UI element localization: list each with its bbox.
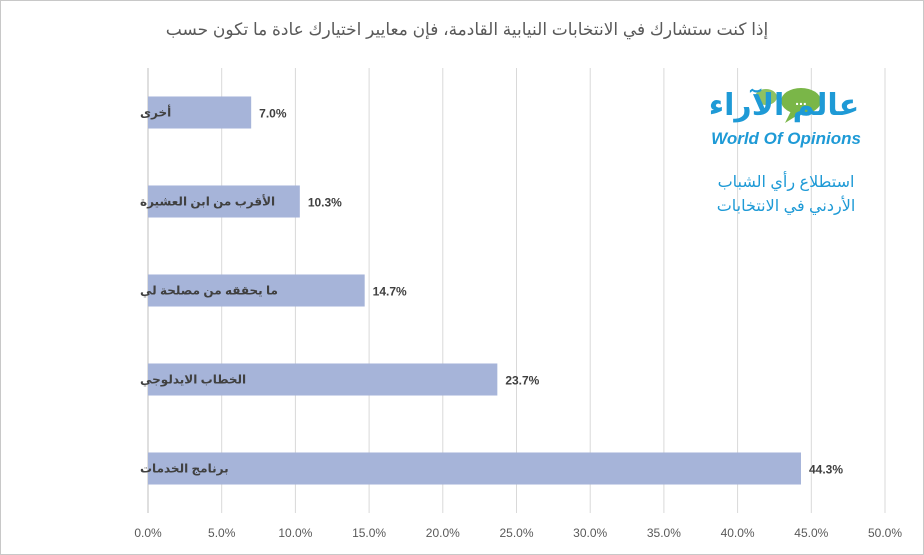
x-tick-label: 0.0% bbox=[134, 526, 162, 540]
label-layer: 0.0% 5.0% 10.0% 15.0% 20.0% 25.0% 30.0% 35.0% 40… bbox=[134, 105, 902, 541]
small-bubble-icon bbox=[755, 89, 777, 105]
x-tick-label: 20.0% bbox=[426, 526, 460, 540]
x-tick-label: 5.0% bbox=[208, 526, 236, 540]
category-label: الخطاب الايدلوجي bbox=[140, 373, 246, 388]
category-label: برنامج الخدمات bbox=[140, 462, 229, 476]
chart-title: إذا كنت ستشارك في الانتخابات النيابية ال… bbox=[166, 20, 768, 40]
bar bbox=[148, 96, 252, 129]
x-tick-label: 10.0% bbox=[278, 526, 312, 540]
category-label: الأقرب من ابن العشيرة bbox=[140, 194, 275, 209]
logo-english-text: World Of Opinions bbox=[711, 129, 861, 148]
bar bbox=[148, 274, 365, 307]
bar bbox=[148, 185, 300, 218]
x-tick-label: 45.0% bbox=[794, 526, 828, 540]
data-label: 7.0% bbox=[259, 107, 287, 121]
x-tick-label: 25.0% bbox=[499, 526, 533, 540]
x-tick-label: 35.0% bbox=[647, 526, 681, 540]
data-label: 10.3% bbox=[308, 196, 342, 210]
bubble-dots: ... bbox=[795, 92, 807, 108]
speech-bubble-icon: ... bbox=[781, 88, 821, 123]
category-label: ما يحققه من مصلحة لي bbox=[140, 284, 278, 298]
grid-layer bbox=[147, 68, 886, 513]
data-label: 44.3% bbox=[809, 463, 843, 477]
x-tick-label: 40.0% bbox=[721, 526, 755, 540]
x-tick-label: 50.0% bbox=[868, 526, 902, 540]
x-tick-label: 15.0% bbox=[352, 526, 386, 540]
data-label: 14.7% bbox=[373, 285, 407, 299]
world-of-opinions-logo: ... عالم الآراء World Of Opinions bbox=[709, 88, 861, 148]
bar bbox=[148, 452, 801, 485]
bar bbox=[148, 363, 498, 396]
x-tick-label: 30.0% bbox=[573, 526, 607, 540]
data-label: 23.7% bbox=[505, 374, 539, 388]
logo-arabic-text: عالم الآراء bbox=[709, 88, 859, 123]
bar-layer bbox=[148, 96, 801, 485]
subtitle-line-1: استطلاع رأي الشباب bbox=[718, 171, 855, 192]
category-label: أخرى bbox=[140, 105, 171, 120]
subtitle-line-2: الأردني في الانتخابات bbox=[717, 195, 856, 216]
